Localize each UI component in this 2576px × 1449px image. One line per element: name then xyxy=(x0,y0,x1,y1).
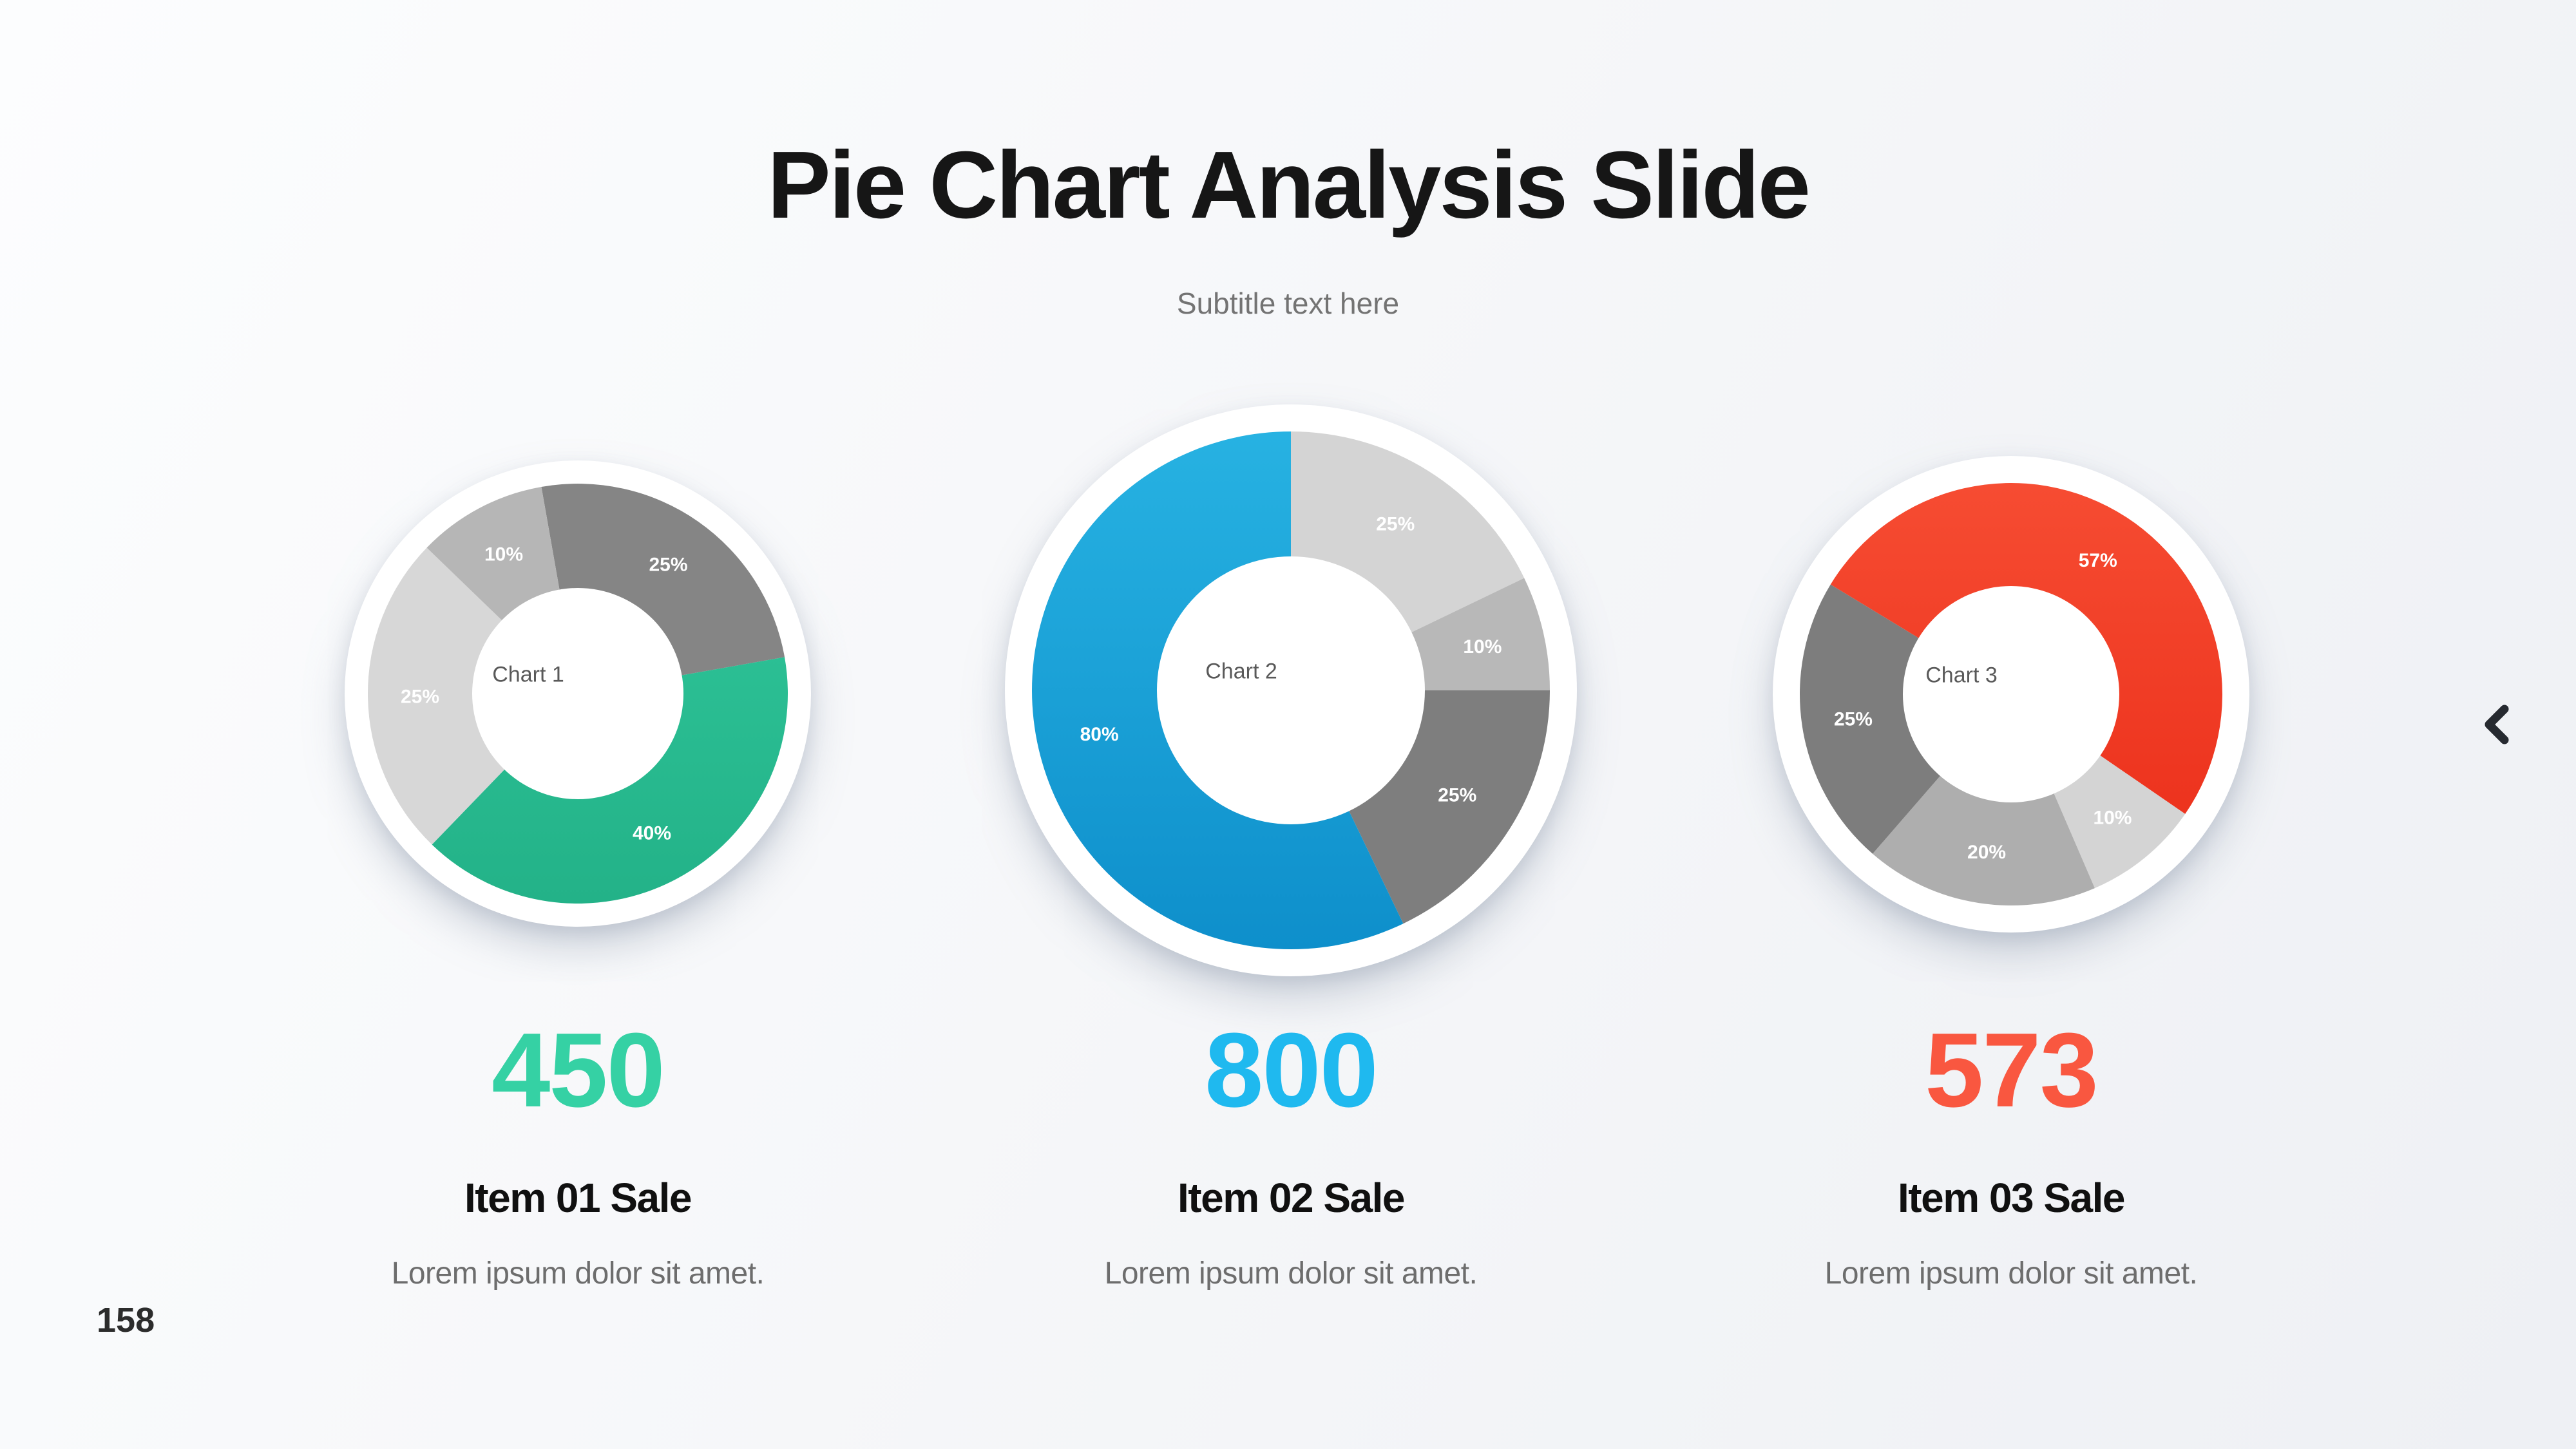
stat-value: 573 xyxy=(1925,1011,2099,1129)
stat-value: 800 xyxy=(1205,1011,1379,1129)
chart-group-2: 25% 10% 25% 80% Chart 2 800 Item 02 Sale Lo… xyxy=(969,0,1613,1449)
slide-subtitle: Subtitle text here xyxy=(1176,287,1400,320)
segment-percent-label: 10% xyxy=(1463,636,1502,658)
segment-percent-label: 25% xyxy=(401,686,439,707)
segment-percent-label: 40% xyxy=(633,822,671,844)
segment-percent-label: 57% xyxy=(2079,550,2117,571)
segment-percent-label: 25% xyxy=(649,554,688,575)
stat-label: Item 01 Sale xyxy=(464,1175,692,1221)
segment-percent-label: 10% xyxy=(484,544,523,565)
stat-value: 450 xyxy=(491,1011,665,1129)
segment-percent-label: 10% xyxy=(2093,808,2132,829)
donut-hole xyxy=(472,588,683,799)
stat-description: Lorem ipsum dolor sit amet. xyxy=(391,1256,765,1291)
segment-percent-label: 25% xyxy=(1376,514,1415,535)
stat-description: Lorem ipsum dolor sit amet. xyxy=(1824,1256,2198,1291)
chart-1-circle: 25% 40% 25% 10% Chart 1 xyxy=(345,460,811,927)
chart-3-circle: 57% 10% 20% 25% Chart 3 xyxy=(1773,456,2249,933)
stat-label: Item 02 Sale xyxy=(1178,1175,1406,1221)
donut-hole xyxy=(1157,556,1425,824)
chart-center-label: Chart 1 xyxy=(492,662,564,687)
donut-chart: 57% 10% 20% 25% xyxy=(1800,483,2222,905)
donut-chart: 25% 10% 25% 80% xyxy=(1031,431,1550,949)
slide-title: Pie Chart Analysis Slide xyxy=(767,132,1811,238)
segment-percent-label: 25% xyxy=(1438,784,1476,806)
pie-segment xyxy=(1800,584,2011,854)
segment-percent-label: 20% xyxy=(1967,842,2006,863)
donut-chart: 25% 40% 25% 10% xyxy=(368,484,788,904)
stat-label: Item 03 Sale xyxy=(1898,1175,2126,1221)
chevron-left-icon[interactable] xyxy=(2477,699,2516,753)
donut-hole xyxy=(1903,586,2119,802)
page-number: 158 xyxy=(97,1301,155,1340)
segment-percent-label: 25% xyxy=(1834,708,1873,730)
chart-center-label: Chart 2 xyxy=(1205,659,1277,684)
stat-description: Lorem ipsum dolor sit amet. xyxy=(1104,1256,1478,1291)
chart-center-label: Chart 3 xyxy=(1925,663,1998,688)
chart-group-1: 25% 40% 25% 10% Chart 1 450 Item 01 Sale Lo… xyxy=(256,0,900,1449)
chart-group-3: 57% 10% 20% 25% Chart 3 573 Item 03 Sale Lo… xyxy=(1689,0,2333,1449)
pie-segment xyxy=(1873,694,2095,905)
chart-2-circle: 25% 10% 25% 80% Chart 2 xyxy=(1005,404,1577,976)
segment-percent-label: 80% xyxy=(1080,724,1119,745)
